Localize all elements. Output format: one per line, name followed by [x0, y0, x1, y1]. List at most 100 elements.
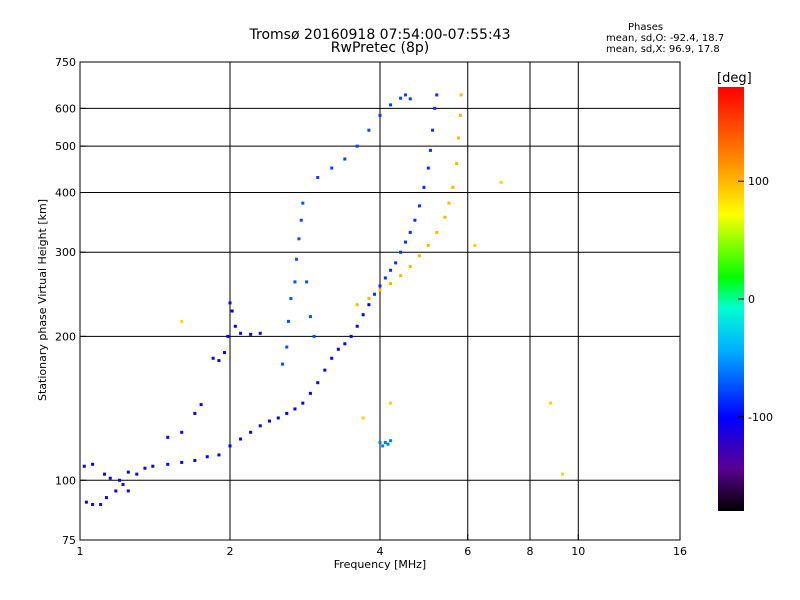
data-point	[285, 345, 289, 349]
data-point	[91, 502, 95, 506]
data-point	[91, 462, 95, 466]
data-point	[389, 268, 393, 272]
data-point	[399, 96, 403, 100]
data-point	[330, 356, 334, 360]
data-point	[308, 315, 312, 319]
y-tick-label: 100	[55, 474, 76, 487]
data-point	[135, 472, 139, 476]
data-point	[258, 424, 262, 428]
data-point	[99, 502, 103, 506]
data-point	[276, 416, 280, 420]
data-point	[330, 166, 334, 170]
data-point	[293, 407, 297, 411]
data-point	[293, 280, 297, 284]
data-point	[426, 243, 430, 247]
data-point	[211, 356, 215, 360]
data-point	[378, 113, 382, 117]
data-point	[399, 274, 403, 278]
colorbar-tick-label: 100	[748, 175, 769, 188]
data-point	[199, 403, 203, 407]
data-point	[233, 324, 237, 328]
x-tick-label: 8	[527, 545, 534, 558]
data-point	[435, 230, 439, 234]
data-point	[383, 276, 387, 280]
data-point	[166, 462, 170, 466]
y-tick-label: 600	[55, 102, 76, 115]
data-point	[355, 303, 359, 307]
data-point	[386, 442, 390, 446]
x-tick-label: 4	[377, 545, 384, 558]
chart-title: Tromsø 20160918 07:54:00-07:55:43	[249, 27, 511, 43]
data-point	[451, 185, 455, 189]
x-tick-label: 16	[673, 545, 687, 558]
data-point	[367, 303, 371, 307]
phase-x-mode-stats: mean, sd,X: 96.9, 17.8	[606, 44, 720, 55]
data-point	[459, 93, 463, 97]
data-point	[84, 500, 88, 504]
data-point	[431, 128, 435, 132]
data-point	[336, 347, 340, 351]
data-point	[316, 175, 320, 179]
phases-heading: Phases	[628, 22, 664, 33]
data-point	[249, 430, 253, 434]
data-point	[285, 411, 289, 415]
data-point	[114, 489, 118, 493]
data-point	[399, 250, 403, 254]
x-tick-label: 6	[464, 545, 471, 558]
data-point	[286, 319, 290, 323]
data-point	[312, 334, 316, 338]
data-points	[82, 93, 565, 506]
chart-subtitle: RwPretec (8p)	[330, 40, 430, 56]
data-point	[323, 368, 327, 372]
data-point	[443, 215, 447, 219]
data-point	[378, 440, 382, 444]
data-point	[394, 261, 398, 265]
data-point	[389, 439, 393, 443]
data-point	[239, 331, 243, 335]
data-point	[361, 313, 365, 317]
data-point	[349, 334, 353, 338]
data-point	[267, 419, 271, 423]
data-point	[151, 464, 155, 468]
data-point	[428, 148, 432, 152]
colorbar-tick-label: 0	[748, 293, 755, 306]
data-point	[458, 113, 462, 117]
data-point	[383, 440, 387, 444]
data-point	[301, 201, 305, 205]
data-point	[457, 136, 461, 140]
data-point	[499, 180, 503, 184]
y-tick-label: 750	[55, 56, 76, 69]
colorbar-unit-label: [deg]	[717, 71, 752, 86]
data-point	[166, 435, 170, 439]
data-point	[193, 411, 197, 415]
y-tick-label: 200	[55, 330, 76, 343]
data-point	[180, 460, 184, 464]
data-point	[117, 478, 121, 482]
data-point	[378, 284, 382, 288]
data-point	[82, 464, 86, 468]
data-point	[433, 106, 437, 110]
data-point	[217, 359, 221, 363]
data-point	[308, 391, 312, 395]
data-point	[373, 292, 377, 296]
y-axis-label: Stationary phase Virtual Height [km]	[36, 199, 49, 401]
data-point	[355, 324, 359, 328]
x-axis-label: Frequency [MHz]	[334, 558, 426, 571]
data-point	[361, 416, 365, 420]
data-point	[223, 351, 227, 355]
y-tick-label: 75	[62, 534, 76, 547]
data-point	[316, 381, 320, 385]
data-point	[426, 166, 430, 170]
data-point	[367, 297, 371, 301]
data-point	[422, 185, 426, 189]
data-point	[301, 401, 305, 405]
data-point	[408, 230, 412, 234]
data-point	[403, 240, 407, 244]
data-point	[295, 257, 299, 261]
data-point	[126, 470, 130, 474]
data-point	[258, 331, 262, 335]
data-point	[343, 342, 347, 346]
data-point	[389, 401, 393, 405]
data-point	[305, 280, 309, 284]
